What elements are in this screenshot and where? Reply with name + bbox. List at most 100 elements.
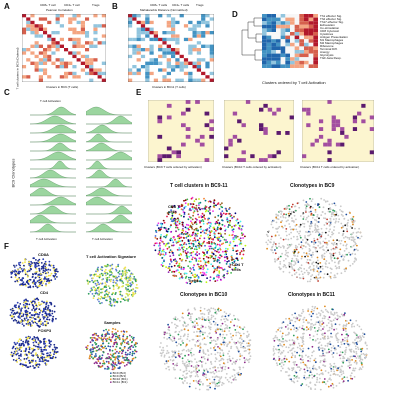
heatmap-cell: [162, 44, 167, 48]
heatmap-cell: [93, 17, 98, 21]
heatmap-cell: [192, 44, 197, 48]
scatter-point: [239, 253, 241, 256]
heatmap-cell: [272, 154, 277, 159]
scatter-point: [185, 272, 188, 275]
scatter-point: [291, 354, 294, 357]
scatter-point: [330, 311, 332, 313]
heatmap-cell: [80, 37, 85, 42]
scatter-point: [314, 203, 317, 206]
scatter-point: [188, 234, 191, 236]
scatter-point: [224, 213, 227, 215]
heatmap-cell: [34, 51, 39, 55]
scatter-point: [301, 327, 304, 330]
heatmap-cell: [266, 28, 272, 32]
scatter-point: [181, 276, 184, 279]
heatmap-cell: [132, 24, 137, 28]
scatter-point: [347, 334, 350, 337]
heatmap-cell: [299, 39, 304, 43]
heatmap-cell: [132, 68, 137, 72]
scatter-point: [340, 255, 343, 258]
scatter-point: [334, 265, 337, 268]
scatter-point: [210, 256, 213, 258]
heatmap-cell: [199, 142, 205, 147]
heatmap-cell: [179, 34, 184, 38]
heatmap-cell: [149, 75, 154, 79]
scatter-point: [248, 358, 251, 360]
scatter-point: [327, 210, 330, 213]
heatmap-cell: [64, 75, 69, 79]
heatmap-cell: [158, 78, 163, 82]
scatter-point: [308, 334, 311, 336]
heatmap-cell: [85, 41, 90, 45]
heatmap-cell: [153, 65, 159, 69]
scatter-point: [273, 345, 275, 348]
scatter-point: [12, 319, 15, 322]
heatmap-cell: [140, 65, 146, 69]
heatmap-cell: [196, 78, 202, 82]
scatter-point: [330, 332, 332, 335]
heatmap-cell: [76, 20, 81, 25]
scatter-point: [321, 381, 324, 384]
scatter-point: [344, 327, 347, 330]
scatter-point: [340, 272, 343, 275]
scatter-point: [347, 322, 350, 325]
heatmap-cell: [26, 61, 31, 65]
heatmap-cell: [30, 41, 35, 45]
scatter-point: [227, 212, 230, 215]
heatmap-cell: [308, 21, 314, 25]
scatter-point: [291, 319, 293, 322]
scatter-point: [316, 330, 319, 332]
heatmap-cell: [149, 24, 154, 28]
heatmap-cell: [285, 28, 290, 32]
scatter-point: [336, 243, 338, 246]
scatter-point: [215, 312, 218, 315]
heatmap-cell: [166, 44, 171, 48]
scatter-point: [31, 273, 34, 275]
heatmap-cell: [128, 61, 133, 65]
scatter-point: [292, 324, 295, 327]
heatmap-cell: [55, 31, 60, 35]
scatter-point: [41, 265, 43, 268]
scatter-point: [205, 368, 208, 371]
scatter-point: [204, 244, 206, 247]
heatmap-cell: [340, 127, 345, 131]
scatter-point: [30, 260, 32, 263]
heatmap-cell: [72, 54, 77, 59]
scatter-point: [31, 354, 33, 357]
scatter-point: [207, 313, 210, 315]
scatter-point: [274, 348, 277, 350]
scatter-point: [332, 254, 335, 257]
scatter-point: [41, 284, 43, 287]
scatter-point: [281, 219, 283, 222]
scatter-point: [226, 256, 228, 258]
scatter-point: [284, 253, 287, 256]
scatter-point: [36, 270, 38, 273]
scatter-point: [302, 321, 305, 323]
heatmap-cell: [327, 100, 332, 104]
scatter-point: [190, 360, 192, 362]
scatter-point: [210, 222, 213, 225]
scatter-point: [236, 263, 239, 266]
scatter-point: [187, 240, 190, 242]
scatter-point: [319, 377, 321, 380]
heatmap-cell: [93, 68, 98, 72]
heatmap-cell: [280, 28, 286, 32]
scatter-point: [224, 368, 226, 371]
scatter-point: [54, 348, 57, 350]
scatter-point: [221, 210, 224, 213]
scatter-point: [200, 266, 203, 268]
scatter-point: [311, 253, 314, 256]
heatmap-cell: [136, 17, 141, 21]
scatter-point: [43, 301, 46, 304]
scatter-point: [327, 322, 330, 324]
scatter-point: [199, 378, 201, 381]
scatter-point: [212, 252, 215, 255]
scatter-point: [209, 326, 212, 329]
scatter-point: [347, 343, 349, 346]
scatter-point: [45, 303, 48, 305]
scatter-point: [283, 343, 285, 346]
scatter-point: [363, 333, 366, 336]
heatmap-cell: [38, 20, 43, 25]
scatter-point: [216, 228, 219, 230]
scatter-point: [216, 324, 219, 326]
